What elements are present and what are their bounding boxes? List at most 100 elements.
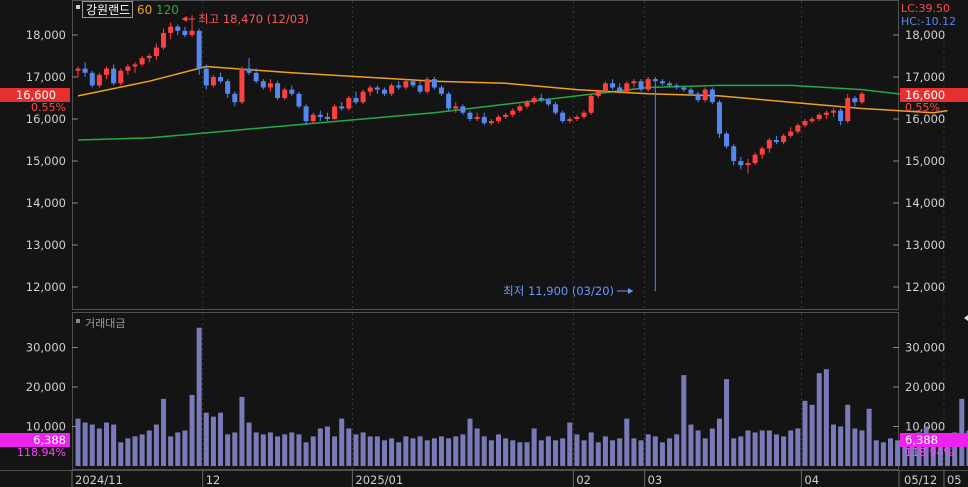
volume-bar [581,440,587,466]
y-tick-label-left: 17,000 [26,70,66,84]
volume-tag-left: 6,388 118.94% [0,433,70,459]
volume-bar [488,440,494,466]
volume-bar [496,434,502,466]
volume-bar [709,428,715,466]
candle-body [360,91,366,103]
x-tick-label: 04 [804,473,819,487]
volume-bar [332,436,338,466]
y-tick-label-right: 16,000 [905,112,945,126]
volume-panel-frame [72,312,899,470]
candle-body [104,68,110,75]
volume-bar [474,428,480,466]
stock-name: 강원랜드 [86,3,130,17]
candle-body [218,77,224,82]
volume-bar [275,436,281,466]
volume-bar [781,436,787,466]
volume-bar [118,442,124,466]
y-tick-label-right: 15,000 [905,154,945,168]
candle-body [438,87,444,94]
candle-body [111,68,117,84]
candle-body [588,95,594,113]
x-tick-label: 2024/11 [75,473,123,487]
volume-tag-right: 6,388 118.94% [900,433,968,459]
volume-bar [503,438,509,466]
candle-body [460,106,466,113]
candle-body [595,91,601,96]
volume-bar [745,430,751,466]
candle-body [759,148,765,155]
volume-bar [125,438,131,466]
volume-bar [545,436,551,466]
volume-bar [446,438,452,466]
volume-bar [82,422,88,466]
svg-text:6,388: 6,388 [33,433,66,447]
candle-body [830,110,836,113]
volume-bar [310,436,316,466]
volume-bar [574,434,580,466]
candle-body [246,68,252,73]
vol-tick-label-left: 30,000 [26,341,66,355]
candle-body [716,102,722,134]
volume-bar [168,436,174,466]
volume-bar [816,373,822,466]
scroll-handle[interactable] [964,315,968,321]
candle-body [189,30,195,35]
candle-body [446,93,452,109]
volume-bar [866,408,872,466]
candle-body [517,106,523,111]
volume-bar [852,428,858,466]
candle-body [795,125,801,132]
volume-bar [267,432,273,466]
svg-text:최고 18,470 (12/03): 최고 18,470 (12/03) [198,12,309,26]
volume-bar [239,396,245,466]
svg-text:0.55%: 0.55% [905,101,940,114]
candle-body [332,106,338,119]
volume-bar [89,424,95,466]
volume-bar [538,440,544,466]
volume-bar [659,442,665,466]
candle-body [752,154,758,164]
candle-body [802,121,808,126]
candle-body [75,68,81,71]
volume-bar [324,426,330,466]
volume-bar [339,418,345,466]
candle-body [232,93,238,103]
candle-body [709,89,715,103]
volume-bar [460,434,466,466]
candle-body [303,106,309,122]
candle-body [838,110,844,122]
candle-body [624,83,630,92]
volume-bar [303,442,309,466]
candle-body [289,89,295,94]
candle-body [745,163,751,166]
candle-body [738,161,744,166]
volume-bar [417,436,423,466]
volume-bar [610,440,616,466]
volume-bar [645,434,651,466]
volume-bar [945,440,951,466]
volume-title: 거래대금 [85,317,125,330]
candle-body [389,85,395,94]
candle-body [346,98,352,109]
volume-bar [695,430,701,466]
y-tick-label-right: 14,000 [905,196,945,210]
candle-body [823,112,829,115]
legend-marker [76,5,80,9]
candle-body [410,81,416,86]
candle-body [688,89,694,94]
volume-bar [111,424,117,466]
volume-bar [716,418,722,466]
stock-name-box[interactable] [82,1,133,18]
volume-bar [510,440,516,466]
volume-bar [389,438,395,466]
candle-body [374,87,380,90]
legend-ma60[interactable]: 60 [137,3,152,17]
x-tick-label: 02 [576,473,591,487]
legend-ma120[interactable]: 120 [156,3,179,17]
volume-bar [296,434,302,466]
candle-body [852,98,858,103]
volume-bar [232,432,238,466]
volume-bar [182,430,188,466]
volume-bar [895,440,901,466]
volume-bar [374,436,380,466]
